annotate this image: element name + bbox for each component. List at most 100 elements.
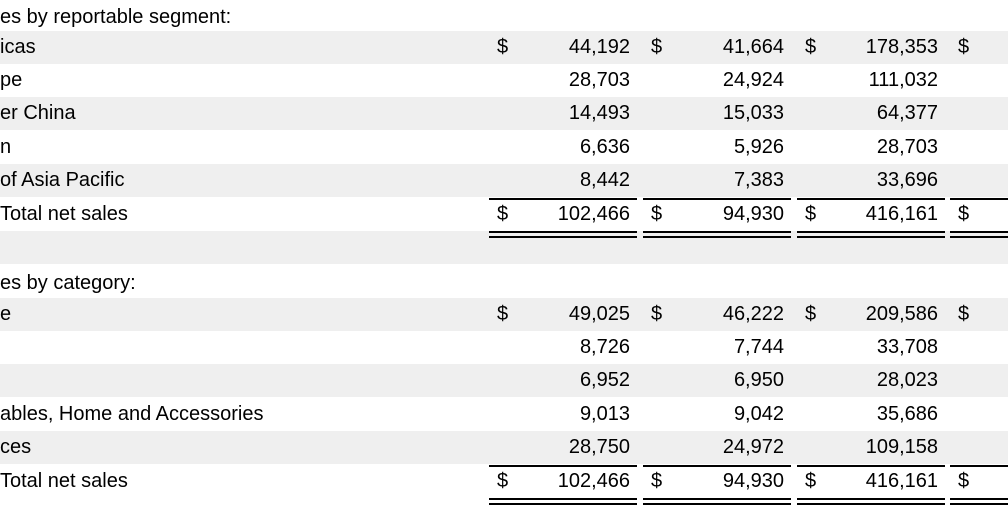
dollar-sign: $ bbox=[958, 303, 970, 325]
dollar-sign: $ bbox=[651, 36, 663, 58]
total-double-rule bbox=[950, 236, 1008, 238]
value-col2: 24,924 bbox=[722, 69, 784, 91]
table-row: pe 28,703 24,924 111,032 bbox=[0, 64, 1008, 97]
total-double-rule bbox=[797, 498, 945, 500]
value-col2: 7,383 bbox=[733, 169, 784, 191]
dollar-sign: $ bbox=[497, 470, 509, 492]
total-row: Total net sales $ 102,466 $ 94,930 $ 416… bbox=[0, 465, 1008, 498]
subtotal-rule bbox=[643, 465, 791, 467]
value-col3: 109,158 bbox=[865, 436, 938, 458]
value-col2: 5,926 bbox=[733, 136, 784, 158]
value-col2: 6,950 bbox=[733, 369, 784, 391]
table-row: ables, Home and Accessories 9,013 9,042 … bbox=[0, 398, 1008, 431]
table-row: icas $ 44,192 $ 41,664 $ 178,353 $ bbox=[0, 31, 1008, 64]
segment-heading: es by reportable segment: bbox=[0, 6, 232, 28]
value-col3: 64,377 bbox=[876, 102, 938, 124]
total-double-rule bbox=[643, 236, 791, 238]
total-row: Total net sales $ 102,466 $ 94,930 $ 416… bbox=[0, 198, 1008, 231]
total-col1: 102,466 bbox=[557, 470, 630, 492]
total-double-rule bbox=[797, 231, 945, 233]
value-col3: 28,703 bbox=[876, 136, 938, 158]
value-col2: 46,222 bbox=[722, 303, 784, 325]
value-col2: 9,042 bbox=[733, 403, 784, 425]
subtotal-rule bbox=[797, 465, 945, 467]
value-col1: 44,192 bbox=[568, 36, 630, 58]
value-col1: 9,013 bbox=[579, 403, 630, 425]
row-label: er China bbox=[0, 102, 76, 124]
value-col3: 28,023 bbox=[876, 369, 938, 391]
total-col2: 94,930 bbox=[722, 203, 784, 225]
subtotal-rule bbox=[643, 198, 791, 200]
total-double-rule bbox=[489, 503, 637, 505]
value-col3: 35,686 bbox=[876, 403, 938, 425]
value-col2: 41,664 bbox=[722, 36, 784, 58]
value-col1: 8,726 bbox=[579, 336, 630, 358]
dollar-sign: $ bbox=[958, 470, 970, 492]
row-label: pe bbox=[0, 69, 23, 91]
subtotal-rule bbox=[489, 465, 637, 467]
dollar-sign: $ bbox=[805, 203, 817, 225]
total-label: Total net sales bbox=[0, 203, 128, 225]
dollar-sign: $ bbox=[651, 303, 663, 325]
total-double-rule bbox=[489, 231, 637, 233]
value-col3: 33,708 bbox=[876, 336, 938, 358]
total-double-rule bbox=[797, 236, 945, 238]
table-row: of Asia Pacific 8,442 7,383 33,696 bbox=[0, 164, 1008, 197]
row-label: ces bbox=[0, 436, 32, 458]
total-col3: 416,161 bbox=[865, 470, 938, 492]
total-double-rule bbox=[950, 503, 1008, 505]
value-col1: 14,493 bbox=[568, 102, 630, 124]
table-row: ces 28,750 24,972 109,158 bbox=[0, 431, 1008, 464]
dollar-sign: $ bbox=[805, 303, 817, 325]
subtotal-rule bbox=[797, 198, 945, 200]
dollar-sign: $ bbox=[651, 203, 663, 225]
dollar-sign: $ bbox=[497, 303, 509, 325]
value-col3: 33,696 bbox=[876, 169, 938, 191]
total-label: Total net sales bbox=[0, 470, 128, 492]
value-col3: 111,032 bbox=[868, 69, 938, 91]
total-double-rule bbox=[643, 503, 791, 505]
category-heading: es by category: bbox=[0, 272, 136, 294]
total-double-rule bbox=[950, 498, 1008, 500]
value-col1: 6,952 bbox=[579, 369, 630, 391]
total-col3: 416,161 bbox=[865, 203, 938, 225]
table-row: n 6,636 5,926 28,703 bbox=[0, 131, 1008, 164]
category-heading-row: es by category: bbox=[0, 267, 1008, 300]
total-double-rule bbox=[643, 498, 791, 500]
value-col3: 209,586 bbox=[865, 303, 938, 325]
table-row: 8,726 7,744 33,708 bbox=[0, 331, 1008, 364]
value-col1: 6,636 bbox=[579, 136, 630, 158]
dollar-sign: $ bbox=[805, 36, 817, 58]
subtotal-rule bbox=[950, 465, 1008, 467]
value-col1: 8,442 bbox=[579, 169, 630, 191]
row-label: of Asia Pacific bbox=[0, 169, 125, 191]
value-col2: 15,033 bbox=[722, 102, 784, 124]
total-double-rule bbox=[643, 231, 791, 233]
subtotal-rule bbox=[489, 198, 637, 200]
value-col1: 28,750 bbox=[568, 436, 630, 458]
row-label: e bbox=[0, 303, 12, 325]
total-double-rule bbox=[489, 498, 637, 500]
row-label: ables, Home and Accessories bbox=[0, 403, 264, 425]
value-col1: 28,703 bbox=[568, 69, 630, 91]
total-double-rule bbox=[797, 503, 945, 505]
dollar-sign: $ bbox=[497, 36, 509, 58]
value-col2: 24,972 bbox=[722, 436, 784, 458]
total-col1: 102,466 bbox=[557, 203, 630, 225]
subtotal-rule bbox=[950, 198, 1008, 200]
total-double-rule bbox=[489, 236, 637, 238]
value-col1: 49,025 bbox=[568, 303, 630, 325]
segment-heading-row: es by reportable segment: bbox=[0, 1, 1008, 34]
total-double-rule bbox=[950, 231, 1008, 233]
table-row: e $ 49,025 $ 46,222 $ 209,586 $ bbox=[0, 298, 1008, 331]
row-label: icas bbox=[0, 36, 36, 58]
row-label: n bbox=[0, 136, 12, 158]
table-row: er China 14,493 15,033 64,377 bbox=[0, 97, 1008, 130]
dollar-sign: $ bbox=[958, 36, 970, 58]
value-col2: 7,744 bbox=[733, 336, 784, 358]
dollar-sign: $ bbox=[497, 203, 509, 225]
total-col2: 94,930 bbox=[722, 470, 784, 492]
table-row: 6,952 6,950 28,023 bbox=[0, 364, 1008, 397]
dollar-sign: $ bbox=[651, 470, 663, 492]
